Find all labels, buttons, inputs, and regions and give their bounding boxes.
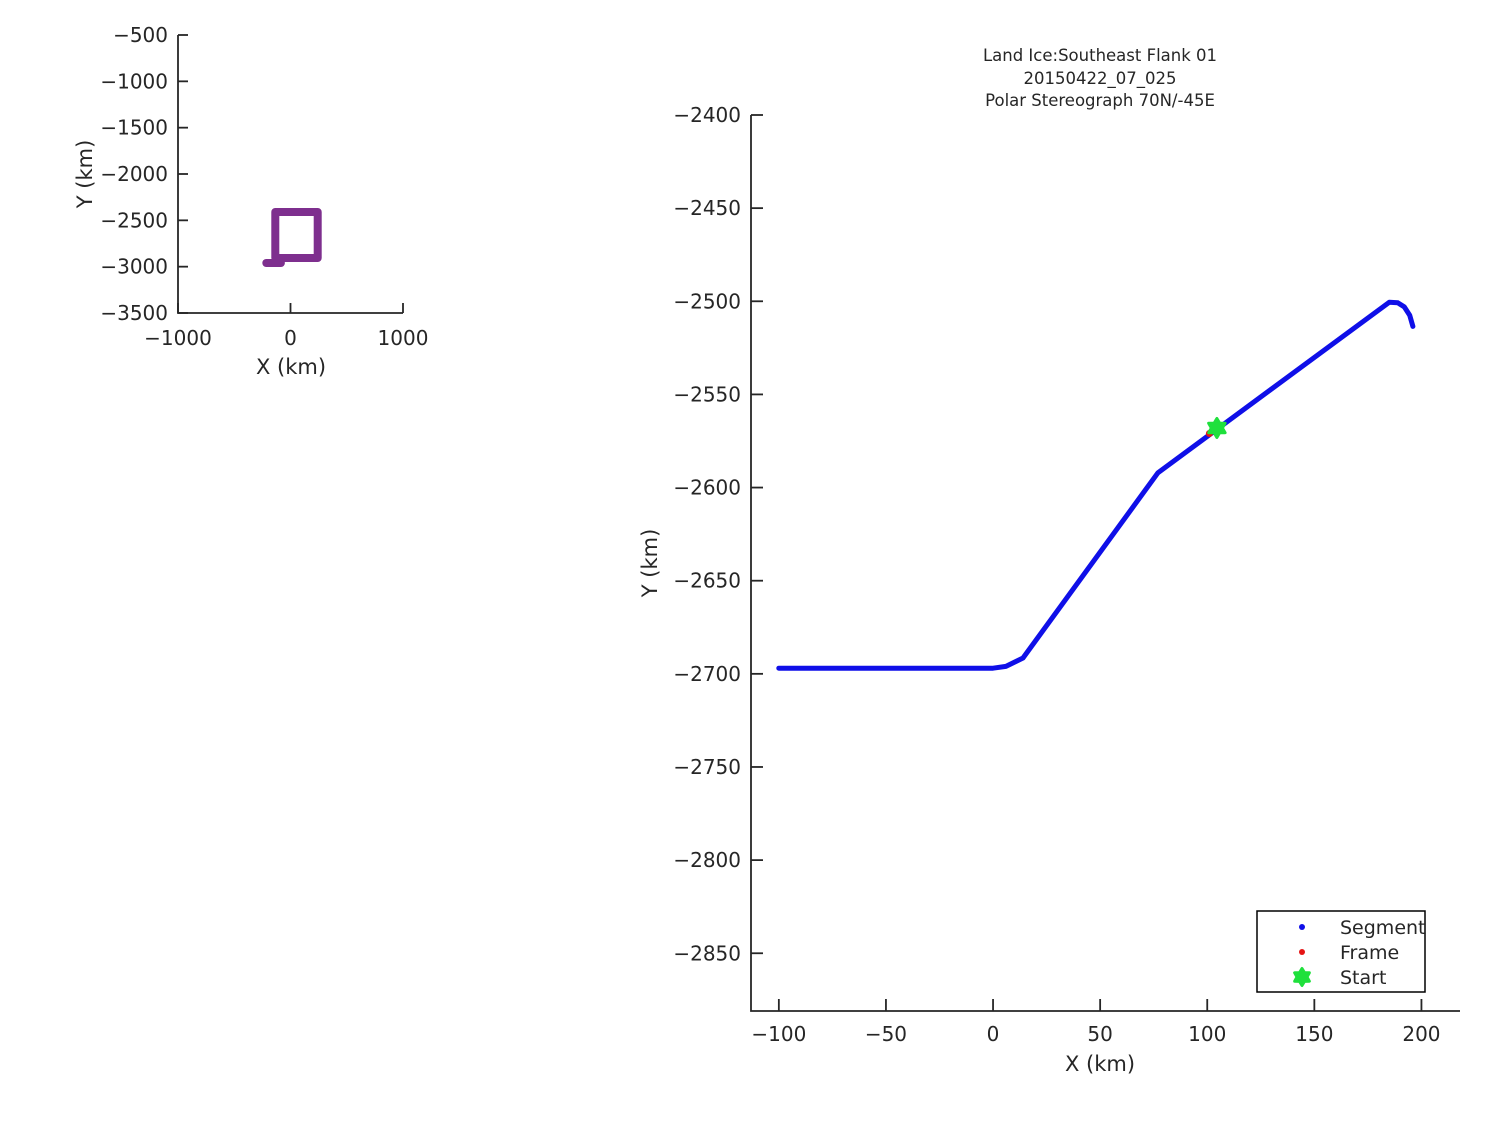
overview-y-tick-label: −2500 [100, 208, 168, 232]
main-y-tick-label: −2800 [673, 848, 741, 872]
overview-plot-generated: −1000 0 1000 −500 −1000 −1500 −2000 −2500 −3000 −… [100, 23, 428, 350]
main-ylabel: Y (km) [638, 529, 662, 599]
overview-ylabel: Y (km) [73, 140, 97, 210]
overview-x-tick-label: −1000 [144, 326, 212, 350]
legend-label-frame: Frame [1340, 942, 1399, 964]
main-y-tick-label: −2750 [673, 755, 741, 779]
main-y-tick-label: −2600 [673, 476, 741, 500]
legend-marker-segment [1299, 924, 1305, 930]
main-x-tick-label: 100 [1188, 1022, 1226, 1046]
overview-y-tick-label: −3000 [100, 255, 168, 279]
plot-title-line-1: Land Ice:Southeast Flank 01 [983, 46, 1217, 65]
main-plot-generated: −100 −50 0 50 100 150 200 −2400 −2450 −2500 −2550 −… [673, 103, 1460, 1046]
main-x-tick-label: −50 [865, 1022, 907, 1046]
main-y-tick-label: −2650 [673, 569, 741, 593]
legend-label-start: Start [1340, 967, 1386, 989]
plot-title-line-3: Polar Stereograph 70N/-45E [985, 91, 1215, 110]
legend-label-segment: Segment [1340, 917, 1426, 939]
main-y-tick-label: −2850 [673, 941, 741, 965]
main-y-tick-label: −2450 [673, 196, 741, 220]
overview-plot: −1000 0 1000 −500 −1000 −1500 −2000 −2500 −3000 −… [73, 23, 428, 379]
series-flight-track-outline [271, 208, 322, 262]
overview-axis-spines [177, 35, 403, 314]
overview-xlabel: X (km) [256, 355, 326, 379]
main-x-tick-label: 0 [987, 1022, 1000, 1046]
legend-box [1256, 910, 1426, 993]
main-x-tick-label: 50 [1087, 1022, 1112, 1046]
main-x-tick-label: 150 [1295, 1022, 1333, 1046]
overview-x-tick-label: 0 [284, 326, 297, 350]
main-plot: −100 −50 0 50 100 150 200 −2400 −2450 −2500 −2550 −… [638, 46, 1460, 1076]
overview-y-tick-label: −1000 [100, 69, 168, 93]
overview-y-tick-label: −500 [113, 23, 168, 47]
plot-title-line-2: 20150422_07_025 [1024, 69, 1177, 89]
main-axis-spines [750, 115, 1460, 1012]
overview-x-tick-label: 1000 [378, 326, 429, 350]
main-y-tick-label: −2500 [673, 289, 741, 313]
main-y-tick-label: −2700 [673, 662, 741, 686]
main-y-tick-label: −2400 [673, 103, 741, 127]
overview-y-tick-label: −1500 [100, 116, 168, 140]
legend: Segment Frame Start [1256, 910, 1426, 993]
main-xlabel: X (km) [1065, 1052, 1135, 1076]
overview-y-tick-label: −2000 [100, 162, 168, 186]
legend-marker-start [1293, 967, 1311, 987]
main-x-tick-label: −100 [751, 1022, 806, 1046]
series-segment [776, 299, 1416, 671]
start-marker [1207, 416, 1227, 439]
main-x-tick-label: 200 [1402, 1022, 1440, 1046]
overview-y-tick-label: −3500 [100, 301, 168, 325]
main-y-tick-label: −2550 [673, 382, 741, 406]
legend-marker-frame [1299, 949, 1305, 955]
